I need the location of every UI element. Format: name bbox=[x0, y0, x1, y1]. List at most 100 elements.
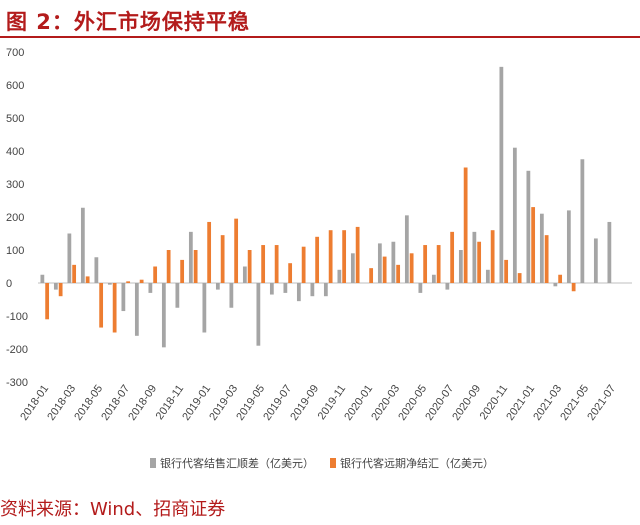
bar-forward-net bbox=[423, 245, 428, 283]
bar-forward-net bbox=[247, 250, 252, 283]
bar-forward-net bbox=[355, 226, 360, 283]
bar-forward-net bbox=[463, 167, 468, 283]
bar-forward-net bbox=[301, 246, 306, 283]
bar-forward-net bbox=[558, 274, 563, 283]
bar-fx-surplus bbox=[472, 231, 477, 283]
bar-fx-surplus bbox=[458, 250, 463, 283]
bar-forward-net bbox=[234, 218, 239, 283]
bar-fx-surplus bbox=[377, 243, 382, 283]
bar-forward-net bbox=[436, 245, 441, 283]
bar-fx-surplus bbox=[202, 283, 207, 333]
bar-fx-surplus bbox=[512, 147, 517, 283]
bar-fx-surplus bbox=[296, 283, 301, 302]
page-title: 图 2：外汇市场保持平稳 bbox=[6, 10, 250, 34]
x-tick-label: 2021-07 bbox=[585, 383, 618, 423]
bar-forward-net bbox=[477, 241, 482, 283]
bar-forward-net bbox=[180, 259, 185, 283]
y-tick-label: -200 bbox=[6, 344, 28, 356]
legend-swatch bbox=[330, 458, 336, 468]
bar-fx-surplus bbox=[242, 266, 247, 283]
bar-forward-net bbox=[166, 250, 171, 283]
bar-forward-net bbox=[99, 283, 104, 328]
y-tick-label: 300 bbox=[6, 179, 24, 191]
bar-fx-surplus bbox=[229, 283, 234, 308]
legend-label: 银行代客结售汇顺差（亿美元） bbox=[160, 456, 314, 470]
bar-fx-surplus bbox=[323, 283, 328, 297]
bar-forward-net bbox=[153, 266, 158, 283]
bar-forward-net bbox=[409, 253, 414, 283]
bar-fx-surplus bbox=[188, 231, 193, 283]
bar-fx-surplus bbox=[418, 283, 423, 293]
bar-fx-surplus bbox=[175, 283, 180, 308]
bar-forward-net bbox=[220, 235, 225, 283]
bar-fx-surplus bbox=[283, 283, 288, 293]
y-tick-label: 600 bbox=[6, 80, 24, 92]
bar-fx-surplus bbox=[593, 238, 598, 283]
bar-forward-net bbox=[571, 283, 576, 292]
bar-fx-surplus bbox=[310, 283, 315, 297]
y-tick-label: 400 bbox=[6, 146, 24, 158]
bar-forward-net bbox=[450, 231, 455, 283]
y-tick-label: -300 bbox=[6, 377, 28, 389]
bar-forward-net bbox=[382, 256, 387, 283]
bar-fx-surplus bbox=[580, 159, 585, 283]
bar-fx-surplus bbox=[148, 283, 153, 293]
bar-forward-net bbox=[85, 276, 90, 283]
bar-fx-surplus bbox=[256, 283, 261, 346]
bar-fx-surplus bbox=[485, 269, 490, 283]
bar-fx-surplus bbox=[404, 215, 409, 283]
bar-forward-net bbox=[58, 283, 63, 297]
y-tick-label: -100 bbox=[6, 311, 28, 323]
y-tick-label: 700 bbox=[6, 47, 24, 59]
bar-fx-surplus bbox=[566, 210, 571, 283]
bar-fx-surplus bbox=[53, 283, 58, 290]
bar-forward-net bbox=[504, 259, 509, 283]
y-tick-label: 0 bbox=[6, 278, 12, 290]
bar-forward-net bbox=[315, 236, 320, 283]
bar-fx-surplus bbox=[80, 207, 85, 283]
bar-fx-surplus bbox=[161, 283, 166, 348]
bar-forward-net bbox=[517, 273, 522, 283]
bar-fx-surplus bbox=[215, 283, 220, 290]
bar-forward-net bbox=[342, 230, 347, 283]
bar-forward-net bbox=[288, 263, 293, 283]
legend-swatch bbox=[150, 458, 156, 468]
bar-fx-surplus bbox=[539, 213, 544, 283]
bar-fx-surplus bbox=[526, 170, 531, 283]
bar-forward-net bbox=[207, 221, 212, 283]
y-tick-label: 500 bbox=[6, 113, 24, 125]
bar-forward-net bbox=[139, 279, 144, 283]
bar-fx-surplus bbox=[269, 283, 274, 295]
bar-fx-surplus bbox=[121, 283, 126, 312]
bar-fx-surplus bbox=[134, 283, 139, 336]
bar-forward-net bbox=[531, 207, 536, 283]
y-tick-label: 200 bbox=[6, 212, 24, 224]
bar-fx-surplus bbox=[445, 283, 450, 290]
bar-forward-net bbox=[126, 281, 131, 283]
bar-fx-surplus bbox=[431, 274, 436, 283]
bar-forward-net bbox=[274, 245, 279, 283]
bar-forward-net bbox=[72, 264, 77, 283]
bar-fx-surplus bbox=[391, 241, 396, 283]
title-divider bbox=[0, 36, 640, 38]
source-note: 资料来源：Wind、招商证券 bbox=[0, 499, 226, 520]
bar-fx-surplus bbox=[94, 257, 99, 283]
bar-forward-net bbox=[261, 245, 266, 283]
bar-fx-surplus bbox=[107, 283, 112, 285]
bar-forward-net bbox=[396, 264, 401, 283]
bar-fx-surplus bbox=[350, 253, 355, 283]
bar-fx-surplus bbox=[499, 66, 504, 283]
bar-chart: 7006005004003002001000-100-200-3002018-0… bbox=[6, 47, 632, 470]
bar-forward-net bbox=[45, 283, 50, 320]
bar-fx-surplus bbox=[40, 274, 45, 283]
bar-forward-net bbox=[328, 230, 333, 283]
bar-forward-net bbox=[193, 250, 198, 283]
bar-forward-net bbox=[490, 230, 495, 283]
bar-fx-surplus bbox=[553, 283, 558, 287]
y-tick-label: 100 bbox=[6, 245, 24, 257]
bar-forward-net bbox=[369, 268, 374, 283]
bar-forward-net bbox=[112, 283, 117, 333]
bar-fx-surplus bbox=[337, 269, 342, 283]
bar-fx-surplus bbox=[67, 233, 72, 283]
bar-forward-net bbox=[544, 235, 549, 283]
